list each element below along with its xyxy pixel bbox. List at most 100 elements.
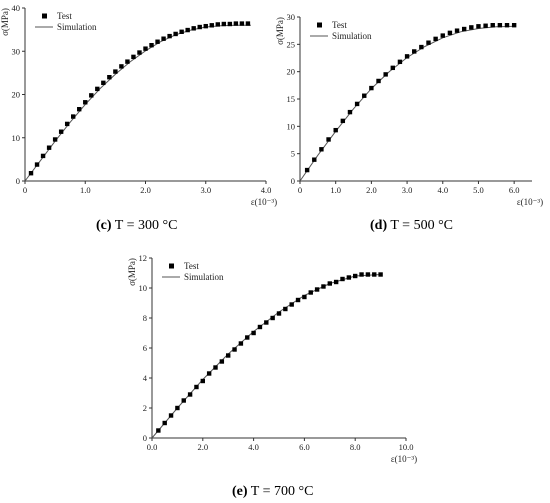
data-point-test <box>245 21 251 26</box>
x-tick-label: 8.0 <box>350 442 361 452</box>
data-point-test <box>156 428 161 433</box>
data-point-test <box>447 30 453 36</box>
data-point-test <box>119 64 124 69</box>
legend-label-simulation: Simulation <box>184 272 224 282</box>
data-point-test <box>215 22 220 27</box>
data-point-test <box>497 23 503 28</box>
y-tick-label: 0 <box>143 433 147 443</box>
data-point-test <box>312 157 317 162</box>
y-tick-label: 5 <box>291 149 295 159</box>
data-point-test <box>181 398 186 403</box>
y-tick-label: 12 <box>139 253 148 263</box>
x-tick-label: 0 <box>298 185 302 195</box>
x-tick-label: 2.0 <box>197 442 208 452</box>
x-tick-label: 4.0 <box>437 185 448 195</box>
series-line-simulation <box>299 25 515 182</box>
y-tick-label: 10 <box>12 133 21 143</box>
data-point-test <box>46 145 52 150</box>
data-point-test <box>238 341 244 346</box>
data-point-test <box>283 306 288 312</box>
x-tick-label: 4.0 <box>248 442 259 452</box>
data-point-test <box>251 330 256 336</box>
y-tick-label: 20 <box>287 67 296 77</box>
data-point-test <box>83 100 88 105</box>
data-point-test <box>308 290 313 295</box>
y-axis-label: σ(MPa) <box>0 8 10 36</box>
data-point-test <box>52 137 58 142</box>
data-point-test <box>347 109 353 115</box>
x-tick-label: 6.0 <box>299 442 310 452</box>
data-point-test <box>137 50 142 55</box>
data-point-test <box>454 28 460 33</box>
data-point-test <box>270 315 275 321</box>
series-line-simulation <box>24 24 251 182</box>
x-tick-label: 3.0 <box>200 185 211 195</box>
x-tick-label: 0 <box>23 185 27 195</box>
x-tick-label: 5.0 <box>473 185 484 195</box>
data-point-test <box>321 284 326 289</box>
data-point-test <box>419 44 424 50</box>
data-point-test <box>276 311 282 316</box>
data-point-test <box>469 25 474 30</box>
data-point-test <box>314 287 320 292</box>
y-tick-label: 15 <box>287 94 296 104</box>
data-point-test <box>203 23 208 29</box>
legend-label-simulation: Simulation <box>57 22 97 32</box>
x-tick-label: 1.0 <box>80 185 91 195</box>
legend-marker-test <box>169 263 174 269</box>
data-point-test <box>340 276 345 282</box>
data-point-test <box>239 21 245 26</box>
data-point-test <box>257 324 263 330</box>
data-point-test <box>175 405 180 411</box>
y-tick-label: 10 <box>287 121 296 131</box>
data-point-test <box>187 392 193 397</box>
data-point-test <box>232 347 237 352</box>
x-tick-label: 2.0 <box>366 185 377 195</box>
x-tick-label: 0.0 <box>147 442 158 452</box>
legend-label-test: Test <box>332 20 347 30</box>
x-axis-label: ε(10⁻³) <box>251 197 277 207</box>
data-point-test <box>197 24 202 30</box>
data-point-test <box>173 31 178 37</box>
chart-0: 0 1.0 2.0 3.0 4.0 0 10 20 30 40σ(MPa) ε(10⁻³) TestS… <box>0 3 277 207</box>
data-point-test <box>179 29 184 34</box>
y-tick-label: 0 <box>291 176 295 186</box>
data-point-test <box>28 171 34 176</box>
data-point-test <box>233 21 239 26</box>
y-tick-label: 25 <box>287 39 296 49</box>
data-point-test <box>227 21 233 27</box>
data-point-test <box>340 118 346 124</box>
data-point-test <box>461 26 467 32</box>
caption-e-text: T = 700 °C <box>250 484 314 499</box>
y-tick-label: 10 <box>139 283 148 293</box>
data-point-test <box>476 24 481 29</box>
data-point-test <box>113 69 118 74</box>
y-tick-label: 6 <box>143 343 147 353</box>
data-point-test <box>359 272 364 277</box>
data-point-test <box>40 153 46 159</box>
data-point-test <box>333 127 338 133</box>
data-point-test <box>71 114 76 119</box>
x-tick-label: 10.0 <box>399 442 414 452</box>
y-tick-label: 40 <box>12 3 21 13</box>
y-tick-label: 8 <box>143 313 147 323</box>
data-point-test <box>433 36 438 42</box>
data-point-test <box>34 162 40 167</box>
data-point-test <box>490 23 495 28</box>
data-point-test <box>191 26 196 31</box>
legend-label-test: Test <box>184 261 199 271</box>
data-point-test <box>397 59 403 65</box>
data-point-test <box>426 40 431 45</box>
data-point-test <box>304 167 310 173</box>
y-axis-label: σ(MPa) <box>127 258 137 286</box>
data-point-test <box>77 107 82 112</box>
caption-e-label: (e) <box>232 484 248 499</box>
data-point-test <box>383 72 388 77</box>
y-tick-label: 30 <box>12 46 21 56</box>
data-point-test <box>149 42 154 48</box>
data-point-test <box>155 39 160 44</box>
data-point-test <box>319 147 324 152</box>
chart-1: 0 1.0 2.0 3.0 4.0 5.0 6.0 0 5 10 15 20 25 30σ(MPa) ε(1… <box>275 12 543 207</box>
y-tick-label: 0 <box>16 176 20 186</box>
data-point-test <box>511 23 517 28</box>
